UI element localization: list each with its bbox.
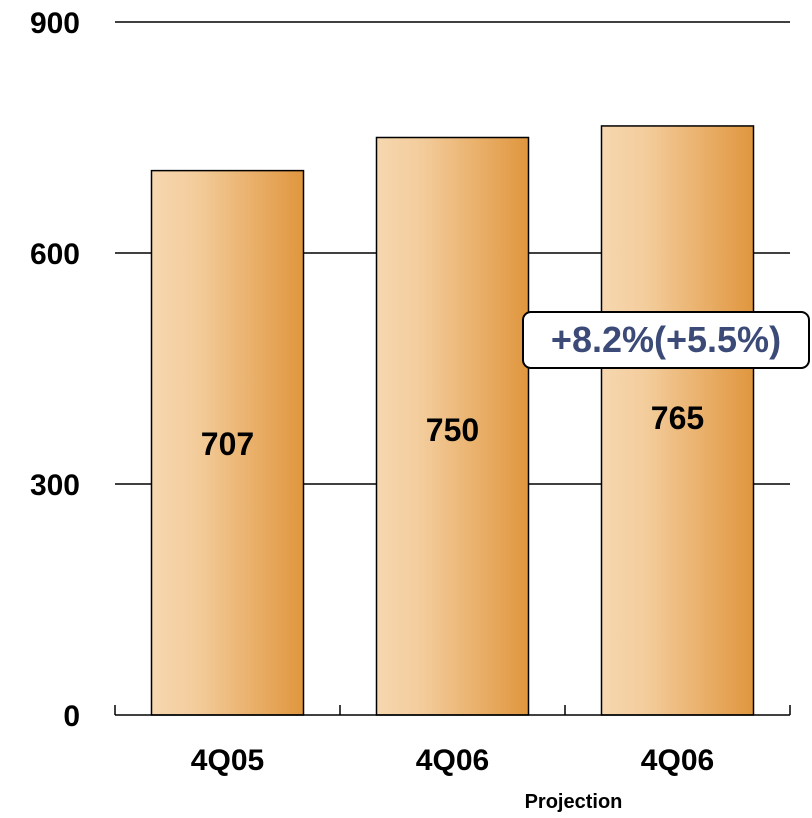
x-tick-label: 4Q06 (641, 744, 714, 777)
bar (150, 169, 305, 716)
bar-value-label: 750 (426, 412, 479, 448)
y-tick-label: 900 (30, 7, 80, 40)
growth-callout-box (522, 311, 810, 369)
bars (150, 125, 755, 716)
y-axis-ticks: 0 300 600 900 (30, 7, 80, 733)
bar-value-label: 765 (651, 400, 704, 436)
growth-callout-text: +8.2%(+5.5%) (551, 319, 781, 360)
y-tick-label: 0 (63, 700, 80, 733)
value-labels: 707 750 765 (201, 400, 704, 462)
x-tick-sublabel: Projection (525, 791, 623, 813)
bar (600, 125, 755, 716)
growth-callout: +8.2%(+5.5%) (522, 311, 810, 369)
y-tick-label: 300 (30, 469, 80, 502)
x-tick-label: 4Q06 (416, 744, 489, 777)
bar (375, 136, 530, 716)
x-axis-labels: 4Q05 4Q06 4Q06 Projection (191, 744, 714, 813)
bar-value-label: 707 (201, 426, 254, 462)
y-tick-label: 600 (30, 238, 80, 271)
x-tick-label: 4Q05 (191, 744, 264, 777)
x-axis (114, 705, 791, 716)
